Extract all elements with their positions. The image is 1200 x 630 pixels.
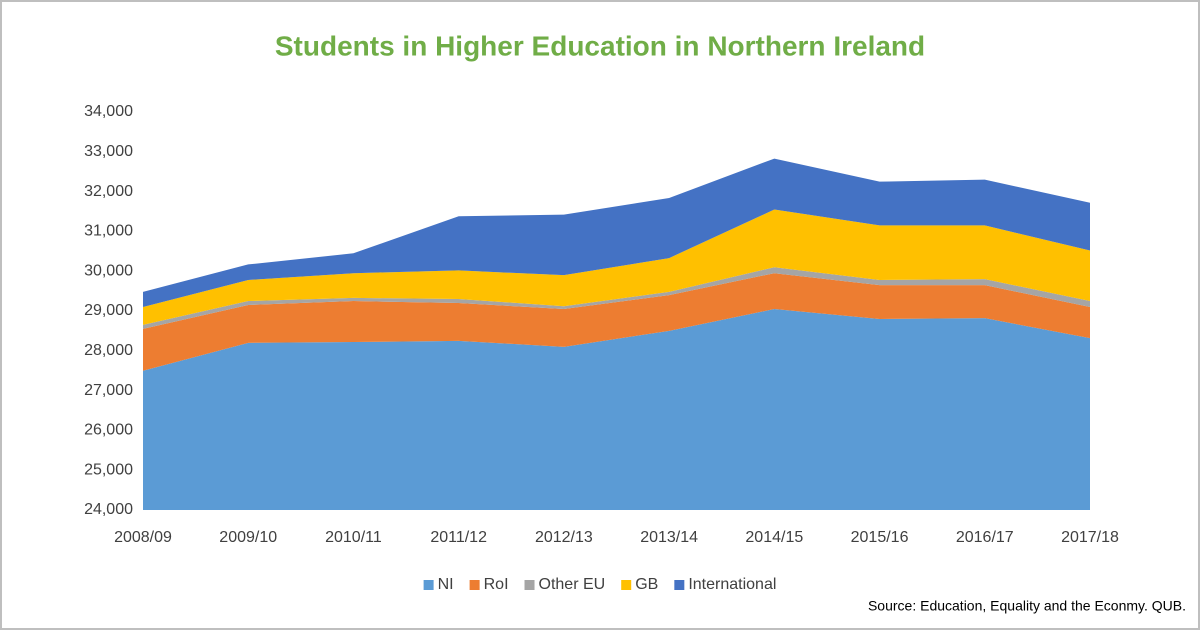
y-tick-label: 32,000: [84, 183, 133, 200]
legend-swatch: [674, 580, 685, 590]
x-tick-label: 2015/16: [851, 529, 909, 546]
x-tick-label: 2009/10: [219, 529, 277, 546]
legend-label: RoI: [484, 576, 509, 593]
legend: NI RoI Other EU GB International: [423, 576, 776, 593]
y-tick-label: 26,000: [84, 422, 133, 439]
legend-swatch: [423, 580, 434, 590]
y-tick-label: 24,000: [84, 501, 133, 518]
x-tick-label: 2008/09: [114, 529, 172, 546]
area: [143, 309, 1090, 510]
x-tick-label: 2013/14: [640, 529, 698, 546]
y-tick-label: 25,000: [84, 461, 133, 478]
y-tick-label: 31,000: [84, 223, 133, 240]
area: [143, 273, 1090, 371]
source-note: Source: Education, Equality and the Econ…: [868, 598, 1186, 614]
legend-label: International: [688, 576, 776, 593]
x-tick-label: 2014/15: [745, 529, 803, 546]
area: [143, 209, 1090, 325]
y-tick-label: 28,000: [84, 342, 133, 359]
y-tick-label: 30,000: [84, 262, 133, 279]
x-tick-label: 2010/11: [325, 529, 382, 546]
x-tick-label: 2016/17: [956, 529, 1014, 546]
y-tick-label: 33,000: [84, 143, 133, 160]
legend-swatch: [621, 580, 632, 590]
chart-title: Students in Higher Education in Northern…: [275, 30, 925, 61]
legend-label: GB: [635, 576, 658, 593]
legend-label: Other EU: [539, 576, 606, 593]
legend-label: NI: [438, 576, 454, 593]
x-tick-label: 2011/12: [430, 529, 487, 546]
legend-swatch: [524, 580, 535, 590]
y-tick-label: 27,000: [84, 382, 133, 399]
legend-swatch: [469, 580, 480, 590]
y-tick-label: 29,000: [84, 302, 133, 319]
x-tick-label: 2012/13: [535, 529, 593, 546]
area: [143, 158, 1090, 308]
y-tick-label: 34,000: [84, 103, 133, 120]
x-tick-label: 2017/18: [1061, 529, 1119, 546]
